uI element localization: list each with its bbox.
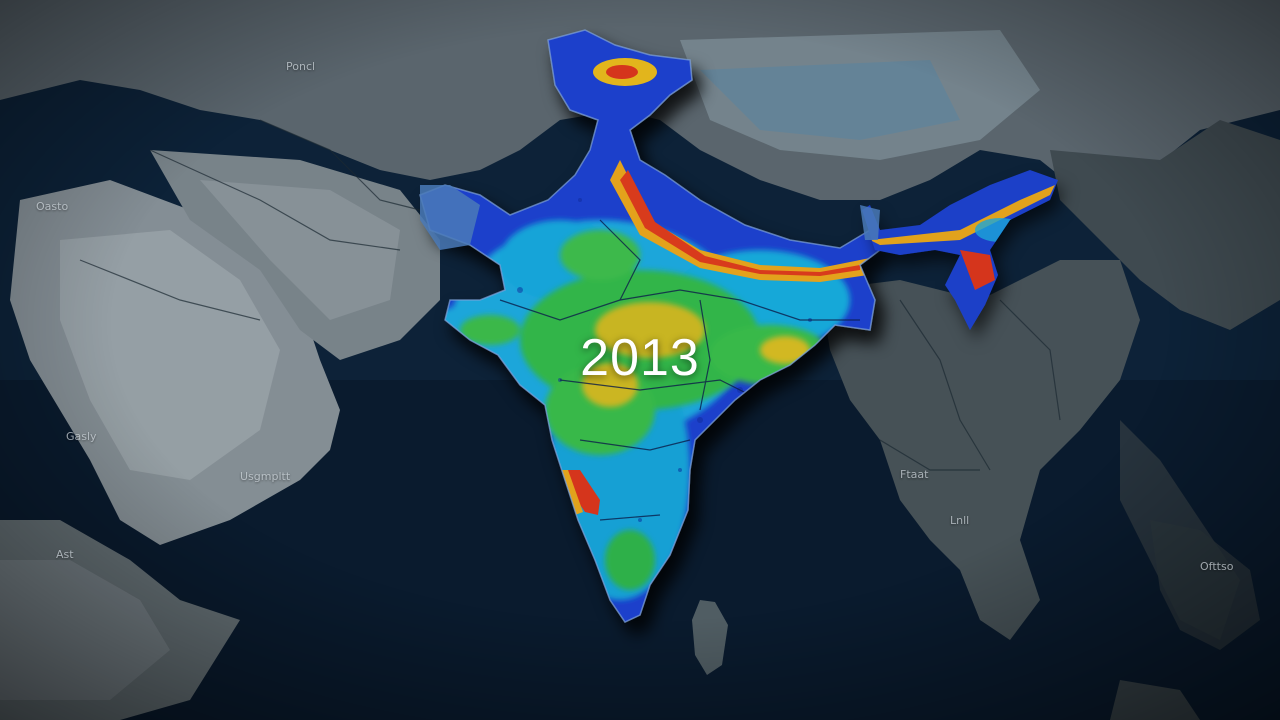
place-label: Ftaat <box>900 468 929 481</box>
place-label: Lnll <box>950 514 970 527</box>
place-label: Usgmpltt <box>240 470 291 483</box>
year-label: 2013 <box>580 329 700 387</box>
place-label: Ofttso <box>1200 560 1234 573</box>
place-label: Poncl <box>286 60 316 73</box>
place-label: Gasly <box>66 430 97 443</box>
place-label: Oasto <box>36 200 69 213</box>
place-label: Ast <box>56 548 74 561</box>
